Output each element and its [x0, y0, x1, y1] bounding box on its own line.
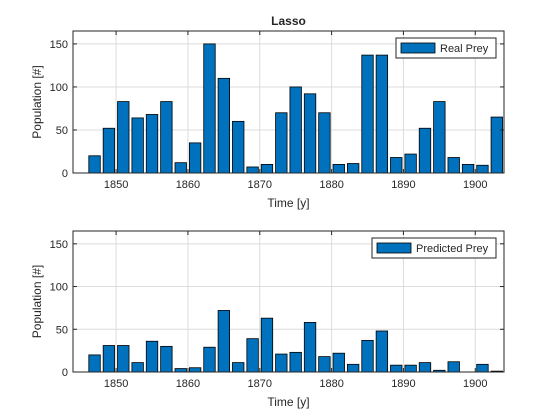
bar: [304, 94, 315, 173]
y-tick-label: 150: [50, 239, 68, 251]
x-axis-label: Time [y]: [267, 395, 309, 409]
bar: [477, 364, 488, 372]
bar: [333, 164, 344, 173]
x-tick-label: 1900: [463, 378, 487, 390]
bar: [347, 364, 358, 372]
bar: [462, 164, 473, 173]
bar: [146, 341, 157, 372]
y-axis-label: Population [#]: [30, 265, 44, 338]
bar: [405, 365, 416, 372]
bar: [347, 164, 358, 173]
bar: [448, 362, 459, 372]
bar: [319, 357, 330, 372]
bar: [304, 322, 315, 372]
bar: [290, 87, 301, 173]
bar: [391, 158, 402, 173]
y-tick-label: 0: [62, 168, 68, 180]
x-tick-label: 1900: [463, 179, 487, 191]
bar: [434, 102, 445, 173]
bar: [118, 346, 129, 372]
bar: [261, 164, 272, 173]
x-tick-label: 1850: [104, 378, 128, 390]
bar: [161, 346, 172, 372]
bar: [218, 310, 229, 372]
x-tick-label: 1880: [319, 378, 343, 390]
bar: [103, 128, 114, 173]
bar: [204, 44, 215, 173]
chart-title: Lasso: [271, 14, 306, 28]
x-tick-label: 1850: [104, 179, 128, 191]
subplot-2: 1850 1860 1870 1880 1890 1900 0 50 100 150 Time [y…: [30, 231, 504, 409]
bar: [103, 346, 114, 372]
bar: [419, 363, 430, 372]
legend: Predicted Prey: [372, 238, 496, 258]
bar: [89, 156, 100, 173]
bar: [362, 55, 373, 173]
legend-label: Real Prey: [440, 43, 489, 55]
bar: [132, 118, 143, 173]
bar: [161, 102, 172, 173]
legend: Real Prey: [396, 38, 496, 58]
y-axis-label: Population [#]: [30, 65, 44, 138]
bar: [333, 353, 344, 372]
bar: [319, 113, 330, 173]
bar: [204, 347, 215, 372]
bar: [89, 355, 100, 372]
y-tick-label: 100: [50, 82, 68, 94]
bar: [189, 143, 200, 173]
bar: [175, 163, 186, 173]
x-tick-label: 1890: [391, 179, 415, 191]
bar: [391, 365, 402, 372]
x-tick-label: 1880: [319, 179, 343, 191]
bar: [376, 55, 387, 173]
bar: [491, 117, 502, 173]
bar: [477, 165, 488, 173]
x-tick-label: 1890: [391, 378, 415, 390]
bar: [276, 354, 287, 372]
legend-swatch: [401, 43, 435, 53]
y-tick-label: 150: [50, 39, 68, 51]
legend-swatch: [377, 243, 411, 253]
bar: [419, 128, 430, 173]
bar: [276, 113, 287, 173]
x-tick-label: 1860: [176, 378, 200, 390]
bar: [247, 339, 258, 372]
bar: [247, 167, 258, 173]
x-axis-label: Time [y]: [267, 196, 309, 210]
bar: [376, 331, 387, 372]
bar: [218, 78, 229, 173]
bar: [448, 158, 459, 173]
bar: [290, 352, 301, 372]
y-tick-label: 100: [50, 282, 68, 294]
bar: [189, 368, 200, 372]
bar: [132, 363, 143, 372]
x-tick-label: 1860: [176, 179, 200, 191]
bar: [118, 102, 129, 173]
bar: [146, 114, 157, 173]
y-tick-label: 50: [56, 324, 68, 336]
bar: [405, 154, 416, 173]
x-tick-label: 1870: [248, 378, 272, 390]
y-tick-label: 0: [62, 367, 68, 379]
bar: [362, 340, 373, 372]
bar: [175, 369, 186, 372]
x-tick-label: 1870: [248, 179, 272, 191]
legend-label: Predicted Prey: [416, 243, 489, 255]
subplot-1: 1850 1860 1870 1880 1890 1900 0 50 100 150 Time [y…: [30, 14, 504, 210]
bar: [261, 318, 272, 372]
y-tick-label: 50: [56, 125, 68, 137]
bar: [232, 121, 243, 173]
bar: [232, 363, 243, 372]
